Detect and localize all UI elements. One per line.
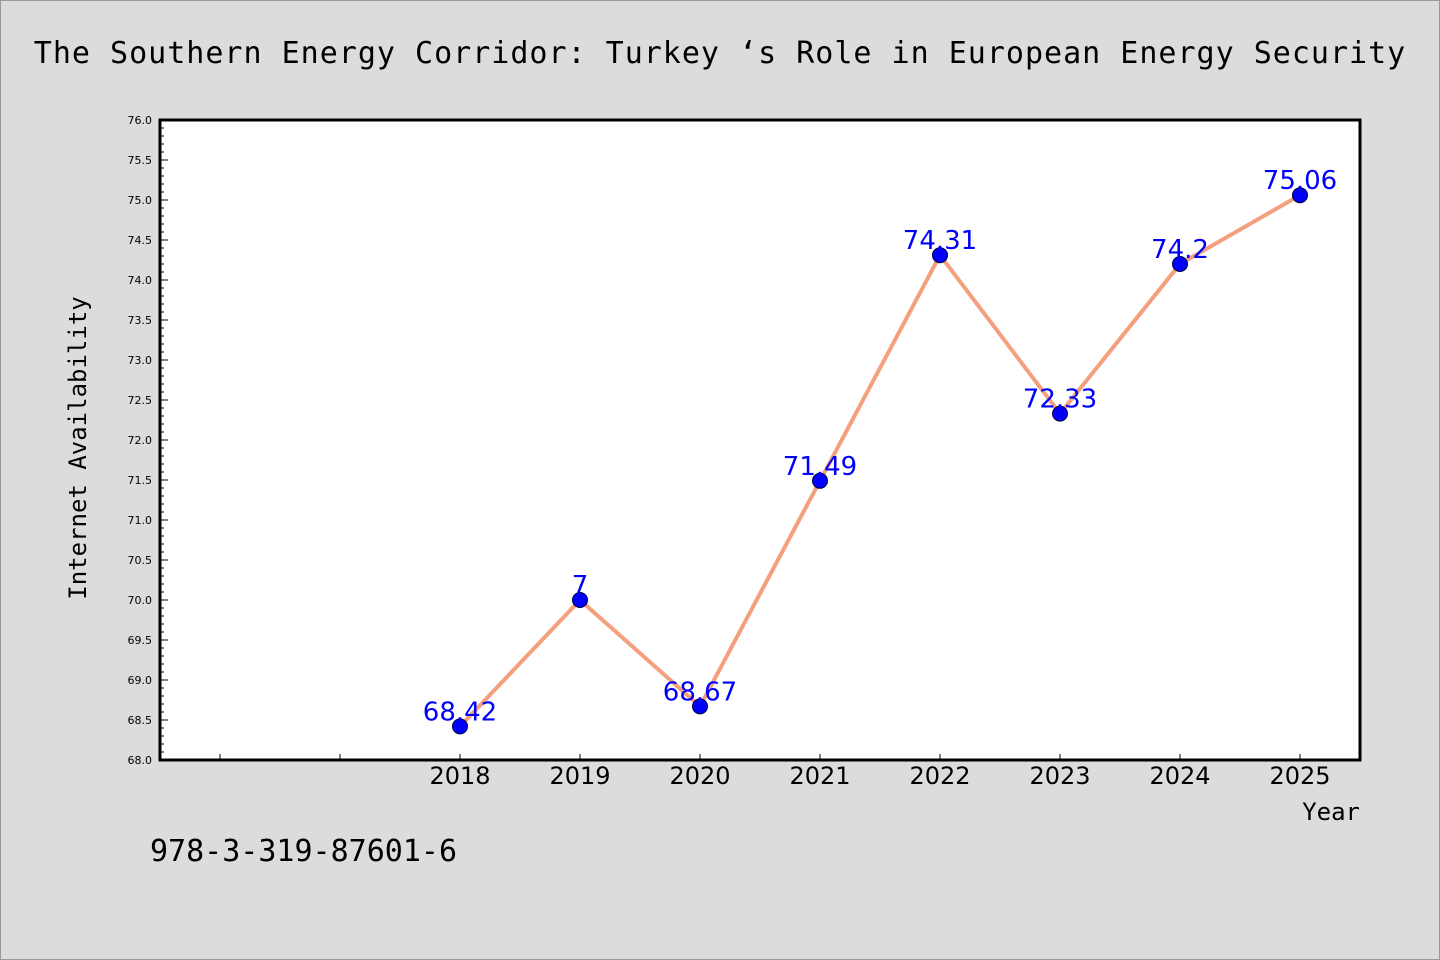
y-tick-label: 73.0 [128,354,153,367]
data-point [572,592,588,608]
y-tick-label: 72.0 [128,434,153,447]
x-axis-label: Year [1302,798,1360,826]
y-tick-label: 68.0 [128,754,153,767]
y-tick-label: 70.0 [128,594,153,607]
footer-isbn: 978-3-319-87601-6 [150,834,458,869]
y-tick-label: 73.5 [128,314,153,327]
data-point [1172,256,1188,272]
data-point [812,472,828,489]
y-tick-label: 72.5 [128,394,153,407]
chart-title: The Southern Energy Corridor: Turkey ‘s … [33,36,1407,71]
series-line [458,193,1301,728]
data-label: 72.33 [1023,385,1097,415]
data-label: 75.06 [1263,166,1337,196]
x-tick-label: 2024 [1149,762,1210,790]
y-tick-label: 74.5 [128,234,153,247]
y-tick-label: 75.0 [128,194,153,207]
y-tick-label: 69.5 [128,634,153,647]
data-label: 71.49 [783,452,857,482]
data-label: 68.42 [423,697,497,727]
x-tick-label: 2020 [669,762,730,790]
y-axis-label: Internet Availability [64,296,92,599]
data-point [692,698,708,715]
y-tick-label: 76.0 [128,114,153,127]
y-tick-label: 69.0 [128,674,153,687]
data-point [932,247,948,264]
x-axis-ticks: 2018 2019 2020 2021 2022 2023 2024 2025 [219,754,1331,790]
y-tick-label: 71.0 [128,514,153,527]
plot-area [158,118,1362,762]
x-tick-label: 2019 [549,762,610,790]
data-point [1292,187,1308,204]
y-axis-ticks: 68.0 68.5 69.0 69.5 70.0 70.5 71.0 71.5 72.0 72.5… [128,114,168,767]
data-point [1052,405,1068,422]
x-tick-label: 2023 [1029,762,1090,790]
data-label: 68.67 [663,677,737,707]
y-tick-label: 70.5 [128,554,153,567]
x-tick-label: 2021 [789,762,850,790]
x-tick-label: 2025 [1269,762,1330,790]
x-tick-label: 2018 [429,762,490,790]
data-points [452,187,1308,735]
data-labels: 68.42 7 68.67 71.49 74.31 72.33 74.2 75.06 [423,166,1337,727]
y-tick-label: 75.5 [128,154,153,167]
data-label: 74.31 [903,226,977,256]
y-tick-label: 74.0 [128,274,153,287]
data-point [452,718,468,735]
data-label: 7 [572,571,589,601]
y-tick-label: 68.5 [128,714,153,727]
data-label: 74.2 [1151,235,1209,265]
y-tick-label: 71.5 [128,474,153,487]
x-tick-label: 2022 [909,762,970,790]
